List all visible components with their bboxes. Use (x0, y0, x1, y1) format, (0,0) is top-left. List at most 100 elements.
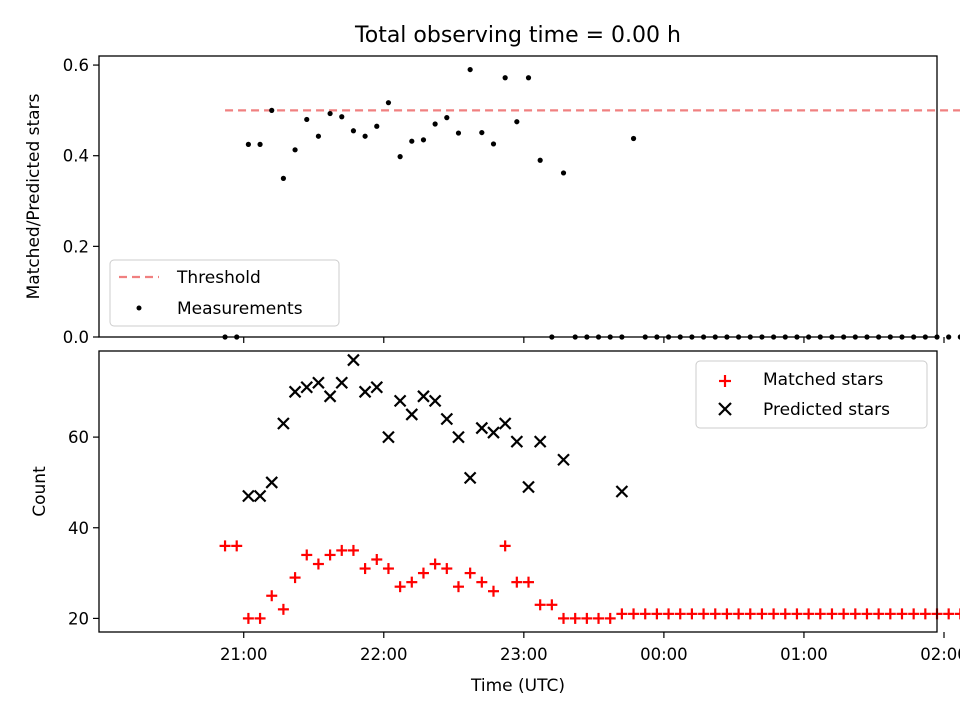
matched-star-point (651, 608, 663, 620)
predicted-star-point (452, 430, 465, 444)
matched-star-point (476, 576, 488, 588)
measurement-point (397, 154, 403, 160)
matched-star-point (511, 576, 523, 588)
matched-star-point (347, 544, 359, 556)
legend-measurements-label: Measurements (177, 299, 303, 319)
matched-star-point (873, 608, 885, 620)
matched-star-point (382, 563, 394, 575)
predicted-star-point (347, 353, 360, 367)
predicted-star-point (405, 408, 419, 421)
legend-predicted-swatch (718, 402, 732, 416)
matched-star-point (464, 567, 476, 579)
bottom-xtick-label: 21:00 (220, 645, 268, 664)
bottom-xtick-label: 23:00 (500, 645, 548, 664)
matched-star-point (803, 608, 815, 620)
matched-star-point (254, 612, 266, 624)
matched-star-point (733, 608, 745, 620)
matched-star-point (312, 558, 324, 570)
bottom-xtick-label: 01:00 (780, 645, 828, 664)
measurement-point (315, 133, 322, 139)
matched-star-point (558, 612, 570, 624)
matched-star-point (604, 612, 616, 624)
predicted-star-point (323, 390, 337, 403)
matched-star-point (499, 540, 511, 552)
legend-predicted-label: Predicted stars (763, 400, 890, 420)
predicted-star-point (428, 394, 442, 408)
bottom-ylabel: Count (30, 466, 50, 517)
bottom-legend: Matched stars Predicted stars (695, 360, 928, 429)
predicted-star-point (498, 417, 512, 430)
matched-star-point (908, 608, 920, 620)
bottom-legend-box (695, 360, 928, 429)
matched-star-point (242, 612, 254, 624)
matched-star-point (721, 608, 733, 620)
measurement-point (537, 157, 543, 163)
measurement-point (245, 141, 251, 147)
bottom-ytick-label: 40 (68, 519, 89, 538)
matched-star-point (709, 608, 721, 620)
predicted-star-point (557, 453, 570, 467)
predicted-star-point (417, 390, 430, 403)
matched-star-point (219, 540, 231, 552)
matched-star-point (394, 581, 406, 593)
matched-star-point (791, 608, 803, 620)
measurement-point (560, 170, 567, 176)
top-data-layer (222, 66, 960, 340)
matched-star-point (674, 608, 686, 620)
matched-star-point (779, 608, 791, 620)
legend-matched-label: Matched stars (763, 370, 883, 390)
predicted-star-point (242, 489, 255, 503)
predicted-star-point (475, 421, 489, 435)
measurement-point (479, 129, 485, 136)
matched-star-point (628, 608, 640, 620)
matched-star-point (534, 599, 546, 611)
matched-star-point (452, 581, 464, 593)
measurement-point (432, 121, 438, 127)
matched-star-point (546, 599, 558, 611)
measurement-point (374, 123, 380, 129)
matched-star-point (289, 572, 301, 584)
measurement-point (444, 115, 450, 121)
legend-measurements-swatch (136, 305, 142, 311)
matched-star-point (686, 608, 698, 620)
top-legend-box (109, 259, 340, 327)
top-ylabel: Matched/Predicted stars (24, 93, 44, 299)
predicted-star-point (358, 385, 372, 399)
matched-star-point (698, 608, 710, 620)
measurement-point (339, 114, 345, 120)
matched-star-point (768, 608, 780, 620)
matched-star-point (231, 540, 243, 552)
legend-matched-swatch (719, 375, 731, 387)
predicted-star-point (300, 380, 314, 394)
predicted-star-point (335, 376, 349, 390)
bottom-panel: 20 40 60 21:00 22:00 23:00 00:00 01:00 02:00 Cou… (30, 350, 960, 696)
bottom-ytick-label: 60 (68, 428, 89, 447)
measurement-point (280, 175, 287, 181)
top-ytick-label: 0.4 (63, 147, 89, 166)
predicted-star-point (253, 489, 267, 503)
matched-star-point (441, 563, 453, 575)
top-axes-frame (98, 55, 938, 338)
matched-star-point (838, 608, 850, 620)
matched-star-point (744, 608, 756, 620)
matched-star-point (919, 608, 931, 620)
matched-star-point (593, 612, 605, 624)
predicted-star-point (393, 394, 407, 408)
matched-star-point (569, 612, 581, 624)
top-ytick-label: 0.0 (63, 328, 89, 347)
measurement-point (362, 133, 368, 139)
bottom-xtick-label: 22:00 (360, 645, 408, 664)
predicted-star-point (277, 417, 290, 430)
matched-star-point (639, 608, 651, 620)
legend-threshold-label: Threshold (176, 268, 261, 288)
matched-star-point (943, 608, 955, 620)
measurement-point (502, 75, 508, 81)
matched-star-point (523, 576, 535, 588)
predicted-star-point (370, 380, 384, 394)
predicted-star-point (265, 476, 279, 489)
measurement-point (525, 75, 532, 81)
matched-star-point (277, 603, 289, 615)
measurement-point (409, 138, 415, 144)
bottom-ytick-label: 20 (68, 609, 89, 628)
matched-star-point (954, 608, 960, 620)
